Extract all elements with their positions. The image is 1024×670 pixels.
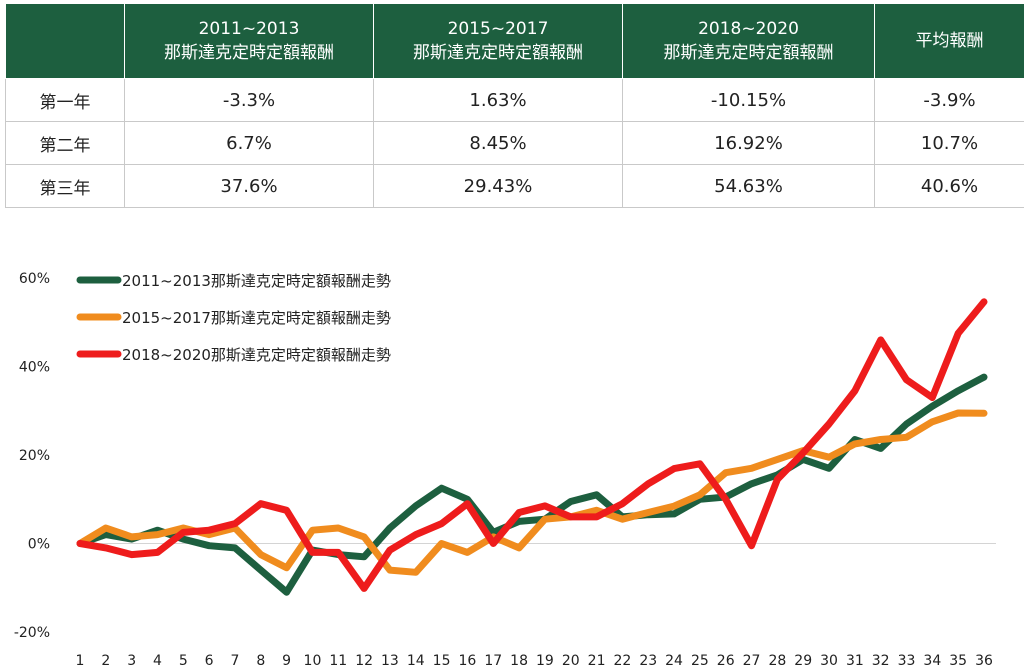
x-tick-label: 36 <box>975 653 993 669</box>
x-tick-label: 6 <box>205 653 214 669</box>
x-tick-label: 26 <box>717 653 735 669</box>
table-cell: 16.92% <box>622 121 875 165</box>
x-tick-label: 2 <box>101 653 110 669</box>
x-tick-label: 7 <box>231 653 240 669</box>
legend-label: 2018~2020那斯達克定時定額報酬走勢 <box>122 346 391 364</box>
table-header-cell: 2018~2020 那斯達克定時定額報酬 <box>622 3 875 79</box>
table-header-cell: 平均報酬 <box>874 3 1024 79</box>
row-label: 第三年 <box>5 164 125 208</box>
table-header-cell: 2015~2017 那斯達克定時定額報酬 <box>373 3 623 79</box>
table-cell: 1.63% <box>373 78 623 122</box>
x-tick-label: 24 <box>665 653 683 669</box>
legend-label: 2011~2013那斯達克定時定額報酬走勢 <box>122 272 391 290</box>
table-row: 第一年 -3.3% 1.63% -10.15% -3.9% <box>5 78 1024 122</box>
header-text-line1: 平均報酬 <box>915 31 984 51</box>
x-tick-label: 15 <box>433 653 451 669</box>
series-line-0 <box>76 373 988 596</box>
x-tick-label: 32 <box>872 653 890 669</box>
x-tick-label: 34 <box>923 653 941 669</box>
x-tick-label: 33 <box>898 653 916 669</box>
x-tick-label: 4 <box>153 653 162 669</box>
x-tick-label: 35 <box>949 653 967 669</box>
x-tick-label: 23 <box>639 653 657 669</box>
returns-line-chart: -20%0%20%40%60% 1 2 3 4 5 6 7 8 9 10 11 12 13 14 15 16 1… <box>14 271 996 669</box>
table-cell: 37.6% <box>124 164 374 208</box>
x-tick-label: 8 <box>256 653 265 669</box>
x-tick-label: 12 <box>355 653 373 669</box>
x-tick-label: 11 <box>329 653 347 669</box>
table-cell: 10.7% <box>874 121 1024 165</box>
x-tick-label: 28 <box>768 653 786 669</box>
x-axis: 1 2 3 4 5 6 7 8 9 10 11 12 13 14 15 16 17 18 19 20 21 22 23 24 2… <box>76 543 996 669</box>
x-tick-label: 31 <box>846 653 864 669</box>
table-header-cell <box>5 3 125 79</box>
x-tick-label: 18 <box>510 653 528 669</box>
table-cell: -3.9% <box>874 78 1024 122</box>
y-tick-label: 20% <box>19 448 50 464</box>
y-axis: -20% 0% 20% 40% 60% <box>14 271 50 641</box>
table-row: 第三年 37.6% 29.43% 54.63% 40.6% <box>5 164 1024 208</box>
header-text-line1: 2011~2013 <box>198 19 300 39</box>
x-tick-label: 21 <box>588 653 606 669</box>
table-header-cell: 2011~2013 那斯達克定時定額報酬 <box>124 3 374 79</box>
table-row: 第二年 6.7% 8.45% 16.92% 10.7% <box>5 121 1024 165</box>
x-tick-label: 17 <box>484 653 502 669</box>
y-tick-label: 60% <box>19 271 50 287</box>
table-cell: 54.63% <box>622 164 875 208</box>
table-cell: 29.43% <box>373 164 623 208</box>
y-tick-label: -20% <box>14 625 50 641</box>
x-tick-label: 20 <box>562 653 580 669</box>
x-tick-label: 30 <box>820 653 838 669</box>
header-text-line1: 2015~2017 <box>447 19 549 39</box>
header-text-line2: 那斯達克定時定額報酬 <box>164 43 334 63</box>
x-tick-label: 5 <box>179 653 188 669</box>
x-tick-label: 22 <box>613 653 631 669</box>
x-tick-label: 29 <box>794 653 812 669</box>
legend-label: 2015~2017那斯達克定時定額報酬走勢 <box>122 309 391 327</box>
table-cell: 40.6% <box>874 164 1024 208</box>
x-tick-label: 10 <box>304 653 322 669</box>
header-text-line1: 2018~2020 <box>698 19 799 39</box>
row-label: 第一年 <box>5 78 125 122</box>
table-cell: 8.45% <box>373 121 623 165</box>
table-header-row: 2011~2013 那斯達克定時定額報酬 2015~2017 那斯達克定時定額報酬 20… <box>5 3 1024 79</box>
returns-table: 2011~2013 那斯達克定時定額報酬 2015~2017 那斯達克定時定額報酬 20… <box>5 3 1024 208</box>
row-label: 第二年 <box>5 121 125 165</box>
x-tick-label: 14 <box>407 653 425 669</box>
y-tick-label: 0% <box>28 537 50 553</box>
table-cell: 6.7% <box>124 121 374 165</box>
table-cell: -3.3% <box>124 78 374 122</box>
series-line-1 <box>76 409 988 576</box>
table-cell: -10.15% <box>622 78 875 122</box>
x-tick-label: 1 <box>76 653 85 669</box>
x-tick-label: 9 <box>282 653 291 669</box>
chart-legend: 2011~2013那斯達克定時定額報酬走勢 2015~2017那斯達克定時定額報酬… <box>76 272 391 364</box>
x-tick-label: 16 <box>459 653 477 669</box>
x-tick-label: 3 <box>127 653 136 669</box>
x-tick-label: 25 <box>691 653 709 669</box>
x-tick-label: 19 <box>536 653 554 669</box>
series-lines <box>76 298 988 596</box>
header-text-line2: 那斯達克定時定額報酬 <box>413 43 583 63</box>
table-body: 第一年 -3.3% 1.63% -10.15% -3.9% 第二年 6.7% 8.45% 16.… <box>5 78 1024 208</box>
series-line-2 <box>76 298 988 592</box>
header-text-line2: 那斯達克定時定額報酬 <box>663 43 834 63</box>
x-tick-label: 13 <box>381 653 399 669</box>
x-tick-label: 27 <box>743 653 761 669</box>
y-tick-label: 40% <box>19 360 50 376</box>
